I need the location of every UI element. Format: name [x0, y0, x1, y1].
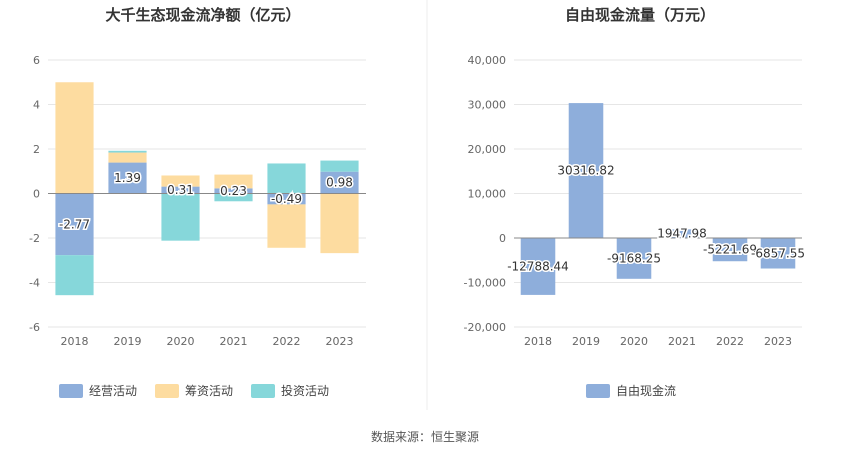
data-label: 1947.98 [657, 227, 707, 241]
data-label: 1.39 [114, 171, 141, 185]
x-tick-label: 2022 [716, 335, 744, 348]
x-tick-label: 2023 [326, 335, 354, 348]
bar [760, 238, 796, 269]
data-label: -5221.69 [703, 243, 757, 257]
bar [712, 238, 748, 262]
data-label: -0.49 [271, 192, 302, 206]
bar [55, 255, 94, 296]
bar [214, 188, 253, 194]
legend-swatch [59, 384, 83, 398]
x-tick-label: 2023 [764, 335, 792, 348]
x-tick-label: 2020 [167, 335, 195, 348]
bar [616, 238, 652, 279]
y-tick-label: 30,000 [468, 99, 507, 112]
legend-swatch [586, 384, 610, 398]
legend-swatch [251, 384, 275, 398]
y-tick-label: -10,000 [464, 277, 506, 290]
legend-label: 投资活动 [281, 383, 329, 398]
legend-item[interactable]: 投资活动 [251, 383, 329, 398]
bar [267, 193, 306, 205]
bar [320, 160, 359, 172]
y-tick-label: 4 [33, 99, 40, 112]
legend-swatch [155, 384, 179, 398]
bar [320, 193, 359, 254]
bar [108, 150, 147, 153]
bar [161, 186, 200, 194]
bar [108, 152, 147, 163]
data-label: 30316.82 [557, 164, 614, 178]
bar [214, 174, 253, 189]
bar [161, 193, 200, 241]
chart-title: 自由现金流量（万元） [565, 6, 715, 24]
bar [320, 171, 359, 194]
x-tick-label: 2018 [524, 335, 552, 348]
y-tick-label: -2 [29, 232, 40, 245]
data-label: 0.31 [167, 183, 194, 197]
bar [520, 238, 556, 295]
x-tick-label: 2022 [273, 335, 301, 348]
legend-label: 筹资活动 [185, 384, 233, 398]
x-tick-label: 2019 [114, 335, 142, 348]
data-label: 0.98 [326, 176, 353, 190]
data-label: -6857.55 [751, 246, 805, 260]
y-tick-label: 6 [33, 54, 40, 67]
x-tick-label: 2021 [220, 335, 248, 348]
legend-item[interactable]: 筹资活动 [155, 384, 233, 398]
y-tick-label: 2 [33, 143, 40, 156]
legend-label: 经营活动 [89, 384, 137, 398]
bar [108, 162, 147, 194]
data-label: 0.23 [220, 184, 247, 198]
y-tick-label: -6 [29, 321, 40, 334]
data-label: -12788.44 [507, 259, 569, 273]
y-tick-label: -20,000 [464, 321, 506, 334]
bar [161, 175, 200, 187]
data-label: -9168.25 [607, 251, 661, 265]
y-tick-label: 10,000 [468, 188, 507, 201]
y-tick-label: 20,000 [468, 143, 507, 156]
x-tick-label: 2020 [620, 335, 648, 348]
bar [267, 163, 306, 194]
legend-item[interactable]: 经营活动 [59, 384, 137, 398]
bar [55, 82, 94, 194]
free-cash-flow-chart: 自由现金流量（万元） 40,000 30,000 20,000 10,000 0 -10,0… [464, 6, 806, 398]
legend-item[interactable]: 自由现金流 [586, 383, 676, 398]
bar [664, 229, 700, 238]
chart-title: 大千生态现金流净额（亿元） [105, 6, 300, 24]
y-tick-label: -4 [29, 277, 40, 290]
source-note: 数据来源：恒生聚源 [370, 430, 479, 444]
bar [267, 204, 306, 248]
bar [214, 193, 253, 202]
x-tick-label: 2021 [668, 335, 696, 348]
bar [568, 103, 604, 238]
data-label: -2.77 [59, 217, 90, 231]
x-tick-label: 2019 [572, 335, 600, 348]
cash-flow-chart: 大千生态现金流净额（亿元） 6 4 2 0 -2 -4 -6 -2.77 1.39 0.31 0.23… [29, 6, 366, 398]
bar [55, 193, 94, 256]
x-tick-label: 2018 [61, 335, 89, 348]
y-tick-label: 0 [499, 232, 506, 245]
legend-label: 自由现金流 [616, 383, 676, 398]
y-tick-label: 40,000 [468, 54, 507, 67]
y-tick-label: 0 [33, 188, 40, 201]
